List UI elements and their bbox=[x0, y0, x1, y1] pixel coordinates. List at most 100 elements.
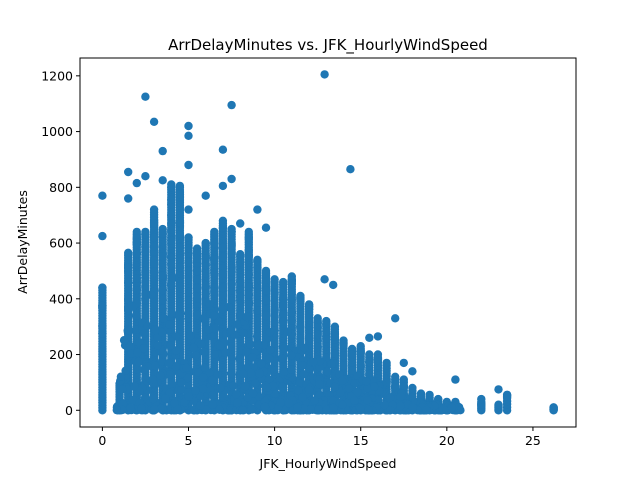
data-point bbox=[239, 328, 248, 338]
data-point bbox=[191, 350, 200, 360]
data-point bbox=[98, 283, 107, 293]
data-point bbox=[242, 348, 251, 357]
data-point bbox=[211, 323, 220, 333]
data-point bbox=[370, 382, 379, 391]
data-point bbox=[339, 351, 348, 360]
data-point bbox=[252, 332, 262, 341]
data-point bbox=[227, 174, 236, 184]
data-point bbox=[175, 254, 185, 263]
data-point bbox=[270, 312, 279, 321]
data-point bbox=[363, 396, 372, 405]
data-point bbox=[218, 253, 228, 262]
data-point bbox=[287, 295, 296, 304]
data-point bbox=[149, 242, 159, 251]
data-point bbox=[184, 258, 193, 268]
data-point bbox=[261, 311, 271, 320]
data-point bbox=[131, 311, 141, 320]
data-point bbox=[236, 277, 245, 286]
data-point bbox=[391, 372, 400, 381]
data-point bbox=[254, 341, 263, 350]
data-point bbox=[261, 296, 271, 305]
data-point bbox=[244, 227, 253, 237]
data-point bbox=[287, 308, 296, 317]
data-point bbox=[171, 362, 180, 371]
data-point bbox=[201, 239, 210, 248]
data-point bbox=[356, 361, 365, 370]
data-point bbox=[134, 357, 143, 367]
data-point bbox=[119, 336, 129, 345]
data-point bbox=[210, 268, 219, 278]
data-point bbox=[158, 295, 167, 304]
data-point bbox=[199, 314, 208, 323]
data-point bbox=[167, 183, 176, 192]
data-point bbox=[218, 243, 228, 252]
data-point bbox=[244, 270, 253, 279]
data-point bbox=[116, 372, 126, 381]
data-point bbox=[177, 378, 186, 387]
data-point bbox=[150, 361, 160, 371]
data-point bbox=[143, 321, 152, 330]
data-point bbox=[314, 405, 323, 414]
data-point bbox=[238, 406, 247, 415]
data-point bbox=[373, 356, 383, 365]
y-axis-ticks: 0 200 400 600 800 1000 1200 bbox=[41, 68, 80, 418]
data-point bbox=[157, 356, 167, 366]
data-point bbox=[296, 334, 305, 343]
data-point bbox=[132, 285, 141, 294]
data-point bbox=[221, 348, 230, 357]
data-point bbox=[208, 400, 217, 409]
data-point bbox=[175, 231, 185, 240]
data-point bbox=[265, 354, 274, 363]
data-point bbox=[148, 375, 157, 384]
data-point bbox=[196, 401, 205, 410]
data-point bbox=[236, 250, 245, 259]
data-point bbox=[315, 380, 324, 389]
data-point bbox=[141, 270, 150, 279]
data-point bbox=[227, 280, 236, 289]
x-axis-title: JFK_HourlyWindSpeed bbox=[259, 456, 397, 471]
data-point bbox=[139, 344, 149, 353]
data-point bbox=[278, 382, 287, 392]
data-point bbox=[184, 160, 193, 170]
data-point bbox=[161, 394, 170, 403]
data-point bbox=[201, 254, 210, 263]
data-point bbox=[209, 311, 219, 320]
data-point bbox=[494, 400, 503, 409]
data-point bbox=[124, 194, 133, 203]
x-tick-label: 20 bbox=[439, 433, 455, 448]
data-point bbox=[380, 400, 389, 410]
data-point bbox=[175, 263, 185, 272]
data-point bbox=[132, 249, 141, 258]
data-point bbox=[408, 403, 417, 412]
data-point bbox=[218, 223, 228, 232]
data-point bbox=[192, 254, 202, 263]
data-point bbox=[399, 358, 408, 368]
data-point bbox=[226, 326, 235, 335]
data-point bbox=[147, 290, 156, 300]
data-point bbox=[158, 229, 167, 238]
data-point bbox=[253, 257, 262, 266]
data-point bbox=[201, 281, 210, 291]
data-point bbox=[246, 340, 255, 349]
data-point bbox=[139, 365, 149, 374]
data-point bbox=[167, 225, 176, 234]
data-point bbox=[132, 325, 141, 334]
data-point bbox=[347, 366, 357, 375]
data-point bbox=[141, 229, 150, 239]
plot-area-frame bbox=[79, 57, 577, 428]
data-point bbox=[201, 260, 210, 270]
y-tick-label: 1000 bbox=[41, 124, 73, 139]
data-point bbox=[132, 227, 141, 237]
data-point bbox=[218, 145, 228, 154]
data-point bbox=[447, 403, 457, 412]
data-point bbox=[149, 117, 159, 127]
data-point bbox=[149, 219, 159, 228]
data-point bbox=[299, 370, 309, 379]
data-point bbox=[170, 399, 179, 408]
data-points bbox=[98, 70, 558, 415]
x-axis-ticks: 0 5 10 15 20 25 bbox=[98, 427, 541, 448]
data-point bbox=[130, 382, 139, 391]
data-point bbox=[250, 379, 260, 388]
data-point bbox=[175, 243, 185, 252]
data-point bbox=[346, 165, 355, 174]
